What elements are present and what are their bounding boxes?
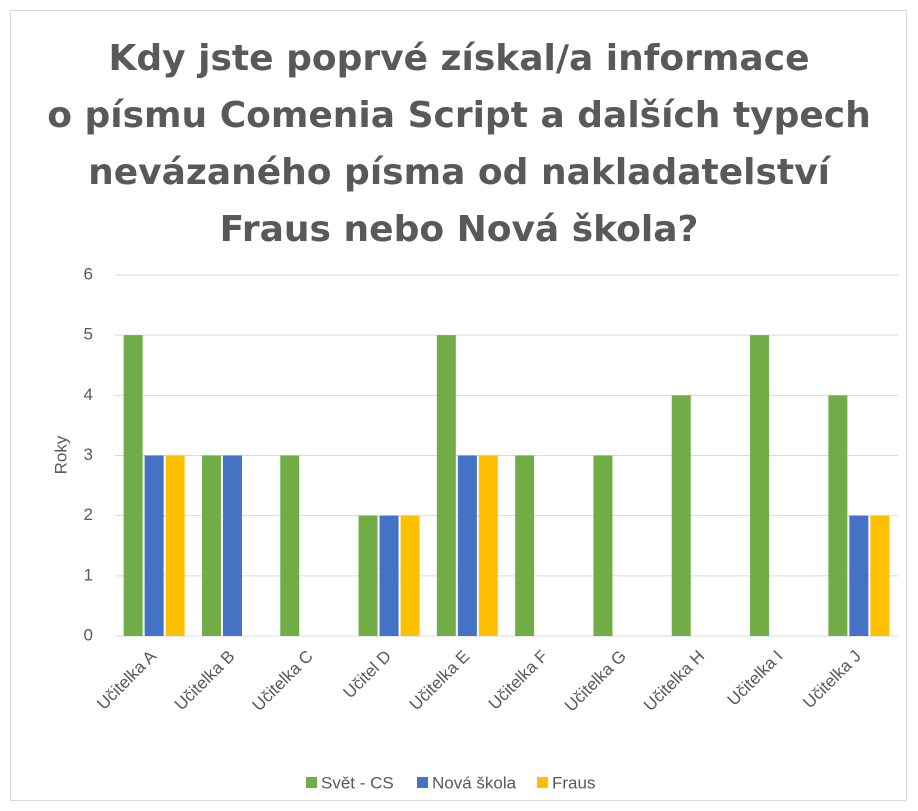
y-tick-label: 0	[84, 625, 93, 644]
legend-label: Nová škola	[432, 773, 517, 792]
bar	[358, 515, 378, 636]
y-tick-label: 4	[84, 385, 93, 404]
bar	[165, 455, 185, 636]
chart-title: Kdy jste poprvé získal/a informace o pís…	[47, 38, 871, 250]
y-tick-label: 5	[84, 325, 93, 344]
legend-swatch	[537, 777, 548, 788]
bar	[849, 515, 869, 636]
legend-label: Fraus	[552, 773, 595, 792]
y-tick-label: 2	[84, 505, 93, 524]
bar	[379, 515, 399, 636]
bar	[478, 455, 498, 636]
bar	[280, 455, 300, 636]
bar	[201, 455, 221, 636]
bar	[222, 455, 242, 636]
y-tick-label: 6	[84, 264, 93, 283]
y-tick-label: 1	[84, 565, 93, 584]
bar	[750, 335, 770, 636]
legend-swatch	[417, 777, 428, 788]
bar	[123, 335, 143, 636]
bar	[457, 455, 477, 636]
bar	[515, 455, 535, 636]
bar	[400, 515, 420, 636]
legend-label: Svět - CS	[321, 773, 394, 792]
legend-swatch	[306, 777, 317, 788]
bar	[870, 515, 890, 636]
bar	[144, 455, 164, 636]
bar	[671, 395, 691, 636]
bar	[436, 335, 456, 636]
y-axis-label: Roky	[51, 435, 70, 474]
y-tick-label: 3	[84, 445, 93, 464]
bar	[593, 455, 613, 636]
bar	[828, 395, 848, 636]
